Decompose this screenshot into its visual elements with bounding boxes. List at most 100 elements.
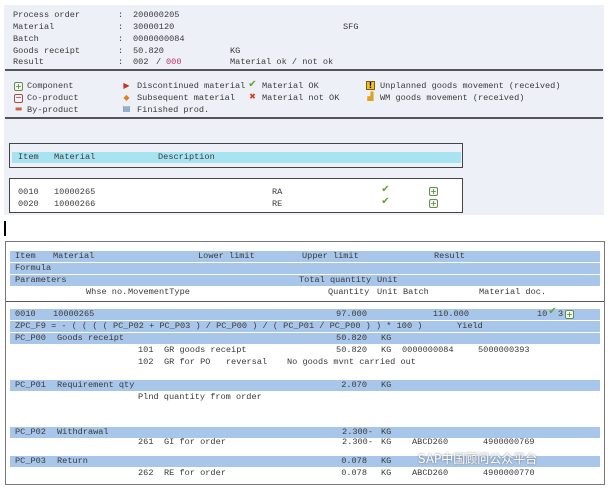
value-batch: 0000000084 xyxy=(133,34,185,44)
upper-limit-value: 110.000 xyxy=(432,309,469,319)
detail-item: 0010 xyxy=(15,309,36,319)
col-description: Description xyxy=(158,152,215,162)
result-not-ok-count: 000 xyxy=(166,57,182,67)
param-band xyxy=(10,427,600,438)
row-item: 0010 xyxy=(18,187,39,197)
check-icon: ✔ xyxy=(548,306,557,317)
divider xyxy=(5,117,603,119)
param-name: Goods receipt xyxy=(57,333,125,343)
divider xyxy=(5,69,603,71)
printer-icon: ▤ xyxy=(122,104,131,113)
param-code: PC_P00 xyxy=(15,333,46,343)
order-header-panel xyxy=(4,5,604,123)
detail-material[interactable]: 10000265 xyxy=(53,309,95,319)
param-name: Return xyxy=(57,456,88,466)
col-item: Item xyxy=(15,251,36,261)
watermark: SAP中国顾问公众平台 xyxy=(418,452,538,466)
param-qty: 2.070 xyxy=(341,380,367,390)
legend-unplanned: Unplanned goods movement (received) xyxy=(380,81,561,91)
col-movement-type: MovementType xyxy=(128,287,190,297)
movement-unit: KG xyxy=(381,345,392,355)
formula-label: Yield xyxy=(457,321,483,331)
legend-subsequent: Subsequent material xyxy=(137,93,235,103)
legend-by-product: By-product xyxy=(27,105,79,115)
cross-icon: ✖ xyxy=(249,92,256,101)
label-batch: Batch xyxy=(13,34,39,44)
col-material-doc: Material doc. xyxy=(479,287,547,297)
value-material: 30000120 xyxy=(133,22,175,32)
discontinued-icon: ▶ xyxy=(123,81,130,90)
warning-icon: ! xyxy=(366,81,375,90)
param-name: Withdrawal xyxy=(57,427,109,437)
minus-icon: − xyxy=(14,93,23,103)
legend-material-ok: Material OK xyxy=(262,81,319,91)
legend-finished: Finished prod. xyxy=(137,105,210,115)
row-item: 0020 xyxy=(18,199,39,209)
result-sep: / xyxy=(156,57,162,67)
movement-batch: ABCD260 xyxy=(412,437,449,447)
result-label: Material ok / not ok xyxy=(230,57,334,67)
param-unit: KG xyxy=(381,427,392,437)
header-band xyxy=(10,275,600,286)
param-band xyxy=(10,380,600,391)
result-count: 3 xyxy=(558,309,564,319)
value-goods-receipt: 50.820 xyxy=(133,46,164,56)
value-process-order: 200000205 xyxy=(133,10,180,20)
col-unit: Unit xyxy=(377,287,398,297)
item-band xyxy=(10,309,600,320)
plus-icon[interactable]: + xyxy=(429,187,438,196)
param-unit: KG xyxy=(381,333,392,343)
dash-icon: ▬ xyxy=(14,104,23,113)
plus-icon[interactable]: + xyxy=(429,199,438,208)
row-material[interactable]: 10000266 xyxy=(54,199,96,209)
param-qty: 0.078 xyxy=(341,456,367,466)
param-code: PC_P02 xyxy=(15,427,46,437)
text-cursor xyxy=(4,221,6,236)
movement-doc[interactable]: 5000000393 xyxy=(478,345,530,355)
check-icon: ✔ xyxy=(248,79,257,90)
movement-type: 102 xyxy=(138,357,154,367)
colon: : xyxy=(118,57,124,67)
formula-band xyxy=(10,321,600,332)
row-description: RE xyxy=(272,199,283,209)
forklift-icon: ▟ xyxy=(367,92,374,101)
legend-discontinued: Discontinued material xyxy=(137,81,246,91)
col-formula: Formula xyxy=(15,263,52,273)
label-material: Material xyxy=(13,22,55,32)
plus-icon[interactable]: + xyxy=(565,310,574,319)
header-band xyxy=(10,251,600,262)
movement-text: GR for PO reversal xyxy=(164,357,268,367)
col-parameters: Parameters xyxy=(15,275,67,285)
movement-doc[interactable]: 4900000770 xyxy=(483,468,535,478)
formula-text: ZPC_F9 = - ( ( ( ( PC_P02 + PC_P03 ) / P… xyxy=(15,321,423,331)
colon: : xyxy=(118,34,124,44)
param-band xyxy=(10,333,600,344)
colon: : xyxy=(118,10,124,20)
col-upper-limit: Upper limit xyxy=(302,251,359,261)
check-icon: ✔ xyxy=(381,184,390,195)
label-result: Result xyxy=(13,57,44,67)
param-unit: KG xyxy=(381,456,392,466)
col-total-quantity: Total quantity xyxy=(299,275,372,285)
col-unit: Unit xyxy=(377,275,398,285)
items-header-band xyxy=(12,152,461,163)
legend-wm: WM goods movement (received) xyxy=(380,93,525,103)
legend-material-not-ok: Material not OK xyxy=(262,93,340,103)
movement-batch: ABCD260 xyxy=(412,468,449,478)
param-band xyxy=(10,456,600,467)
col-material: Material xyxy=(54,152,96,162)
colon: : xyxy=(118,22,124,32)
col-lower-limit: Lower limit xyxy=(198,251,255,261)
row-material[interactable]: 10000265 xyxy=(54,187,96,197)
movement-doc[interactable]: 4900000769 xyxy=(483,437,535,447)
col-result: Result xyxy=(434,251,465,261)
movement-batch: 0000000084 xyxy=(402,345,454,355)
col-batch: Batch xyxy=(403,287,429,297)
movement-type: 101 xyxy=(138,345,154,355)
divider xyxy=(6,301,604,302)
plus-icon: + xyxy=(14,82,23,91)
col-material: Material xyxy=(53,251,95,261)
lower-limit-value: 97.000 xyxy=(336,309,367,319)
result-ok-count: 10 xyxy=(537,309,548,319)
items-list-box xyxy=(9,178,463,213)
